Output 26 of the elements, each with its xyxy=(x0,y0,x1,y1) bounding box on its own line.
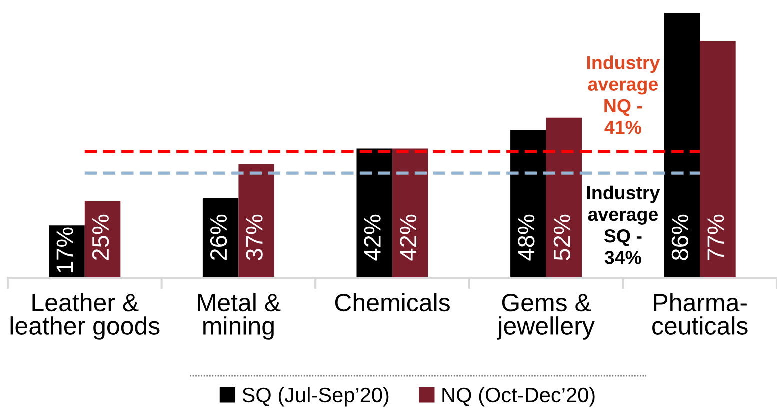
bar xyxy=(664,13,700,278)
data-label: 25% xyxy=(92,214,110,260)
bar xyxy=(510,130,546,278)
x-tick-label: Metal & mining xyxy=(198,293,281,340)
bar xyxy=(700,40,736,278)
data-label: 26% xyxy=(210,214,228,260)
bar xyxy=(356,148,392,278)
data-label: 17% xyxy=(56,228,74,272)
x-tick-label: Chemicals xyxy=(335,293,450,312)
data-label: 52% xyxy=(554,214,571,260)
data-label: 42% xyxy=(364,214,381,261)
x-tick-label: Pharma- ceuticals xyxy=(652,293,748,335)
data-label: 42% xyxy=(400,214,417,261)
data-label: 77% xyxy=(708,214,724,260)
data-label: 37% xyxy=(246,214,263,260)
data-label: 48% xyxy=(518,214,535,261)
legend-label: NQ (Oct-Dec’20) xyxy=(442,387,595,407)
bar xyxy=(392,148,428,278)
legend-label: SQ (Jul-Sep’20) xyxy=(242,387,389,407)
x-tick-label: Gems & jewellery xyxy=(497,294,595,340)
ref-line-label: Industry average SQ - 34% xyxy=(587,186,660,264)
ref-line-label: Industry average NQ - 41% xyxy=(587,56,660,134)
bar xyxy=(238,164,274,278)
bar xyxy=(546,118,582,278)
x-tick-label: Leather & leather goods xyxy=(10,293,160,340)
data-label: 86% xyxy=(672,214,689,260)
